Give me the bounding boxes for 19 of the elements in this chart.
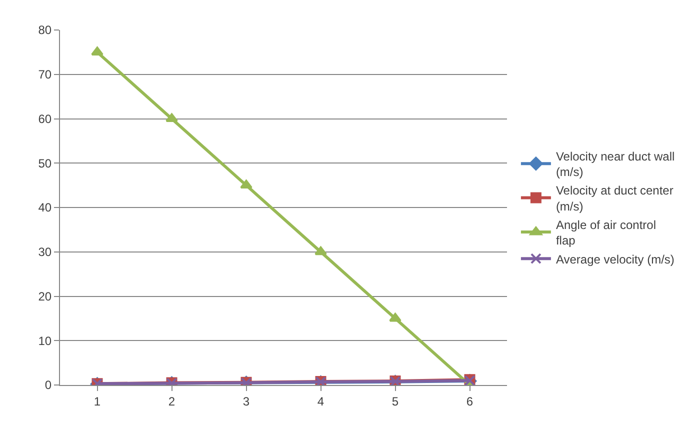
y-tick-label: 40 bbox=[38, 200, 52, 215]
y-tick-label: 20 bbox=[38, 289, 52, 304]
x-tick-label: 4 bbox=[317, 394, 324, 408]
legend-label: Average velocity (m/s) bbox=[556, 252, 674, 266]
x-tick-label: 5 bbox=[392, 394, 399, 408]
y-tick-label: 50 bbox=[38, 156, 52, 170]
y-tick-label: 80 bbox=[38, 23, 52, 38]
legend-label: Velocity near duct wall (m/s) bbox=[556, 149, 675, 180]
x-tick-label: 2 bbox=[168, 394, 176, 408]
legend-label: Velocity at duct center (m/s) bbox=[556, 184, 674, 214]
y-tick-label: 60 bbox=[38, 112, 52, 126]
legend-label: Angle of air control flap bbox=[556, 218, 656, 248]
y-tick-label: 70 bbox=[38, 68, 52, 82]
x-tick-label: 3 bbox=[242, 394, 250, 408]
y-tick-label: 10 bbox=[38, 334, 52, 348]
x-tick-label: 1 bbox=[94, 394, 101, 408]
y-tick-label: 0 bbox=[44, 378, 52, 392]
x-tick-label: 6 bbox=[466, 394, 474, 408]
y-tick-label: 30 bbox=[38, 245, 52, 260]
